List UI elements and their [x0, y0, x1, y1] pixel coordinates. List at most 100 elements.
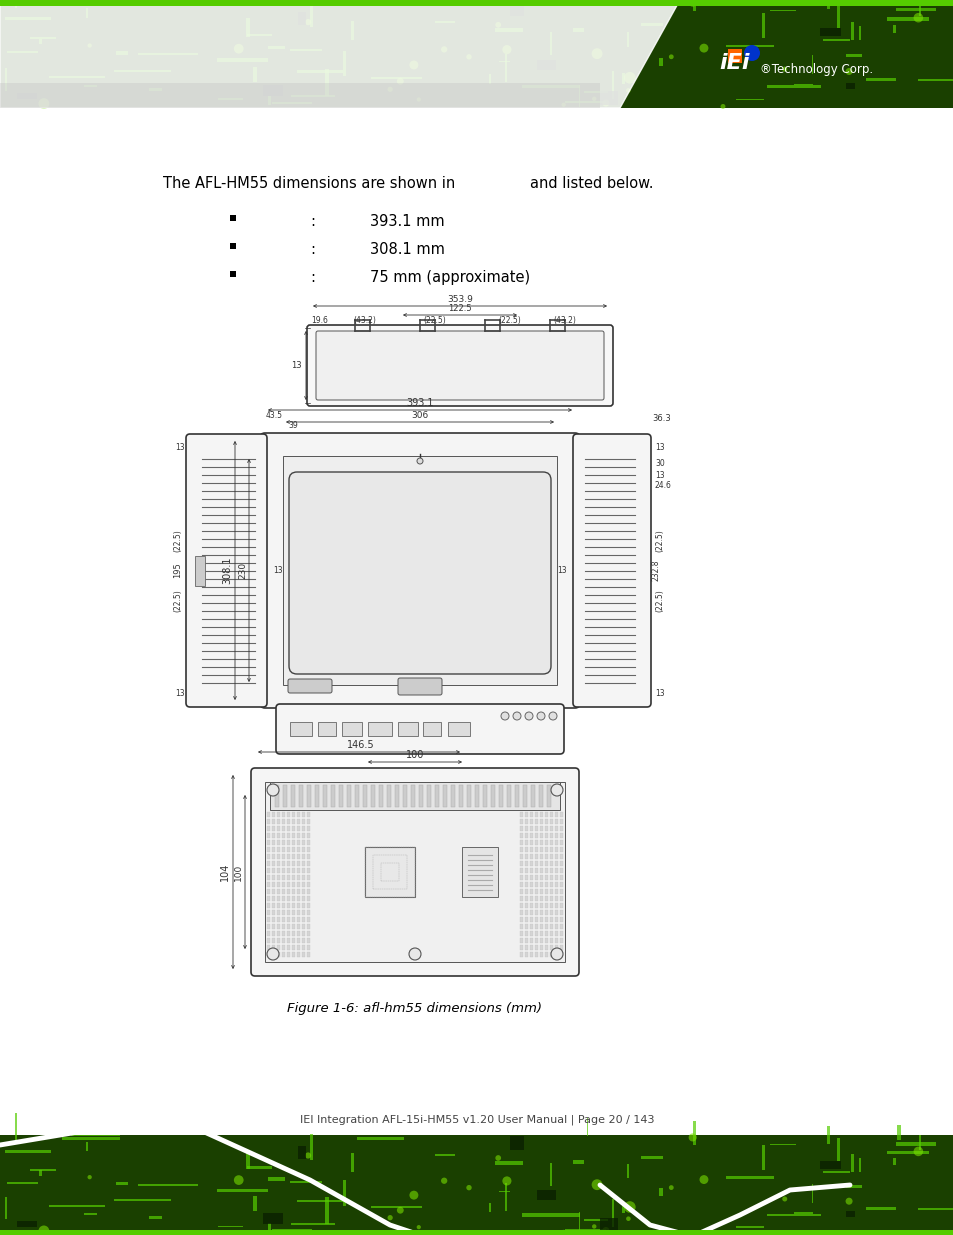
Bar [505, 54, 506, 82]
Bar [342, 1181, 346, 1205]
Bar [296, 868, 299, 873]
Bar [30, 37, 55, 40]
Bar [292, 832, 294, 839]
Bar [30, 1168, 55, 1171]
Bar [282, 868, 285, 873]
Bar [519, 826, 522, 831]
Bar [539, 882, 542, 887]
Bar [287, 882, 290, 887]
Bar [247, 1166, 273, 1168]
Bar [895, 7, 935, 11]
Bar [0, 0, 953, 6]
Bar [0, 1135, 953, 1235]
Bar [895, 1141, 935, 1146]
FancyBboxPatch shape [186, 433, 267, 706]
Circle shape [396, 78, 403, 85]
Bar [519, 939, 522, 944]
Bar [539, 847, 542, 852]
Bar [292, 826, 294, 831]
Bar [539, 903, 542, 908]
Bar [692, 0, 696, 11]
Bar [524, 889, 527, 894]
Bar [307, 918, 310, 923]
Bar [519, 889, 522, 894]
Bar [544, 840, 547, 845]
FancyBboxPatch shape [307, 325, 613, 406]
Text: (22.5): (22.5) [172, 529, 182, 552]
Bar [524, 868, 527, 873]
Bar [230, 270, 235, 277]
Bar [550, 861, 553, 866]
Bar [640, 1156, 662, 1158]
Bar [583, 1219, 608, 1221]
Bar [524, 861, 527, 866]
Bar [451, 785, 455, 806]
Bar [276, 945, 280, 950]
Bar [819, 28, 841, 36]
Bar [272, 924, 274, 929]
Bar [555, 882, 558, 887]
Text: 393.1 mm: 393.1 mm [370, 214, 444, 228]
Bar [727, 49, 741, 63]
Bar [86, 1142, 88, 1151]
Bar [276, 847, 280, 852]
Bar [544, 832, 547, 839]
Bar [537, 1191, 556, 1200]
Bar [365, 847, 415, 897]
Bar [323, 785, 327, 806]
Bar [314, 785, 318, 806]
Bar [495, 28, 522, 32]
Bar [519, 897, 522, 902]
Bar [559, 897, 562, 902]
Text: IEI Integration AFL-15i-HM55 v1.20 User Manual | Page 20 / 143: IEI Integration AFL-15i-HM55 v1.20 User … [299, 1114, 654, 1125]
Bar [530, 945, 533, 950]
Bar [535, 853, 537, 860]
Bar [296, 952, 299, 957]
FancyBboxPatch shape [251, 768, 578, 976]
Bar [307, 861, 310, 866]
Bar [544, 889, 547, 894]
Bar [0, 1230, 953, 1235]
Bar [307, 819, 310, 824]
Bar [292, 889, 294, 894]
Bar [272, 910, 274, 915]
Bar [535, 826, 537, 831]
Circle shape [625, 1216, 630, 1221]
Bar [282, 924, 285, 929]
Bar [272, 918, 274, 923]
Circle shape [625, 88, 630, 93]
Bar [555, 819, 558, 824]
Bar [268, 46, 285, 49]
Bar [282, 832, 285, 839]
Bar [535, 861, 537, 866]
Bar [307, 939, 310, 944]
Bar [535, 847, 537, 852]
Bar [435, 21, 455, 23]
Bar [524, 811, 527, 818]
Bar [371, 77, 422, 79]
Bar [267, 903, 270, 908]
Bar [272, 945, 274, 950]
Bar [62, 2, 120, 5]
Bar [5, 68, 8, 90]
Bar [559, 840, 562, 845]
Circle shape [466, 1184, 471, 1191]
Circle shape [623, 1202, 635, 1213]
Bar [530, 931, 533, 936]
Bar [217, 1189, 268, 1192]
Bar [559, 945, 562, 950]
Bar [544, 861, 547, 866]
Bar [550, 840, 553, 845]
Bar [351, 21, 354, 40]
Bar [544, 924, 547, 929]
Bar [539, 889, 542, 894]
Bar [267, 945, 270, 950]
Bar [573, 27, 584, 32]
Bar [307, 832, 310, 839]
Bar [559, 853, 562, 860]
Bar [519, 918, 522, 923]
Bar [550, 1162, 552, 1186]
Bar [692, 1121, 696, 1145]
Bar [539, 840, 542, 845]
Bar [550, 931, 553, 936]
